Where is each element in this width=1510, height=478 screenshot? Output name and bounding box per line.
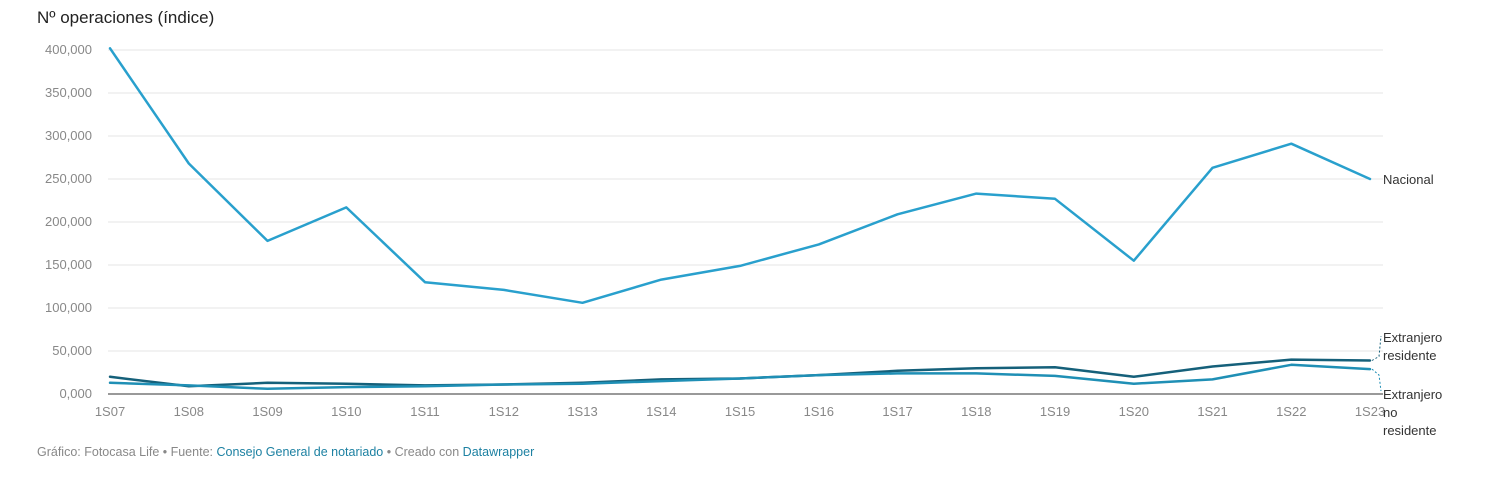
x-tick-label: 1S20 (1119, 404, 1149, 419)
y-tick-label: 300,000 (45, 128, 92, 143)
y-axis-tick-labels: 0,000 50,000 100,000 150,000 200,000 250,000 3… (45, 42, 92, 401)
x-tick-label: 1S23 (1355, 404, 1385, 419)
x-tick-label: 1S11 (410, 404, 439, 419)
line-chart: 0,000 50,000 100,000 150,000 200,000 250,000 3… (45, 42, 1442, 438)
chart-title: Nº operaciones (índice) (37, 8, 215, 27)
series-label-no-residente: no (1383, 405, 1397, 420)
x-tick-label: 1S14 (646, 404, 676, 419)
series-line-2 (108, 363, 1372, 391)
y-tick-label: 200,000 (45, 214, 92, 229)
x-tick-label: 1S21 (1197, 404, 1227, 419)
series-lines (108, 47, 1372, 391)
x-tick-label: 1S12 (489, 404, 519, 419)
y-tick-label: 0,000 (59, 386, 92, 401)
y-tick-label: 350,000 (45, 85, 92, 100)
x-tick-label: 1S17 (882, 404, 912, 419)
y-tick-label: 250,000 (45, 171, 92, 186)
x-tick-label: 1S07 (95, 404, 125, 419)
x-tick-label: 1S18 (961, 404, 991, 419)
series-label-residente: residente (1383, 348, 1436, 363)
y-tick-label: 50,000 (52, 343, 92, 358)
series-line-0 (108, 47, 1372, 305)
x-tick-label: 1S16 (804, 404, 834, 419)
x-tick-label: 1S08 (174, 404, 204, 419)
x-axis-tick-labels: 1S07 1S08 1S09 1S10 1S11 1S12 1S13 1S14 1S15 1S16… (95, 404, 1385, 419)
x-tick-label: 1S13 (567, 404, 597, 419)
x-tick-label: 1S15 (725, 404, 755, 419)
y-tick-label: 100,000 (45, 300, 92, 315)
datawrapper-link[interactable]: Datawrapper (462, 445, 535, 459)
x-tick-label: 1S10 (331, 404, 361, 419)
x-tick-label: 1S09 (252, 404, 282, 419)
source-link[interactable]: Consejo General de notariado (216, 445, 384, 459)
grid-lines (108, 49, 1383, 395)
series-labels: Nacional Extranjero residente Extranjero no r… (1371, 172, 1442, 438)
y-tick-label: 150,000 (45, 257, 92, 272)
series-label-no-residente: Extranjero (1383, 387, 1442, 402)
leader-line-no-residente (1371, 368, 1382, 392)
series-label-no-residente: residente (1383, 423, 1436, 438)
x-tick-label: 1S19 (1040, 404, 1070, 419)
series-label-residente: Extranjero (1383, 330, 1442, 345)
footer-credit: Gráfico: Fotocasa Life • Fuente: (37, 445, 217, 459)
x-tick-label: 1S22 (1276, 404, 1306, 419)
leader-line-residente (1371, 335, 1382, 361)
footer-made-with: • Creado con (383, 445, 463, 459)
y-tick-label: 400,000 (45, 42, 92, 57)
series-label-nacional: Nacional (1383, 172, 1434, 187)
chart-footer: Gráfico: Fotocasa Life • Fuente: Consejo… (37, 445, 534, 459)
